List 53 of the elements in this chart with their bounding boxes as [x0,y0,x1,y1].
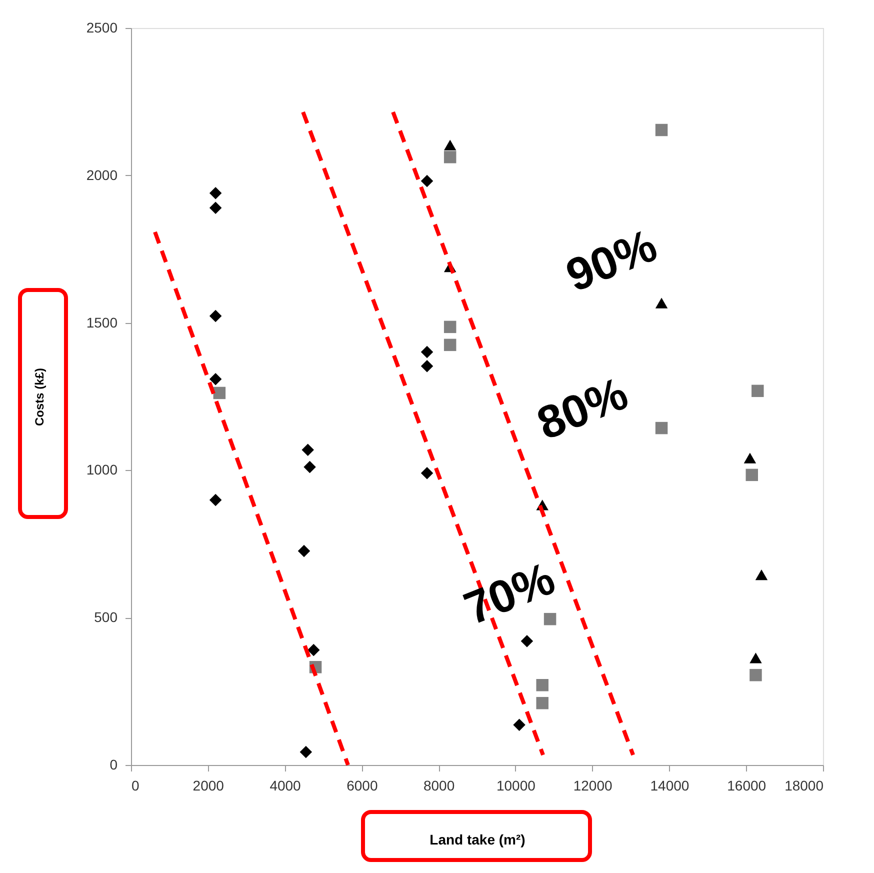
point [420,174,434,188]
x-tick-label: 2000 [192,778,224,794]
point [520,635,534,648]
point [209,310,222,322]
point [752,384,764,398]
point [750,652,762,664]
y-tick-label: 500 [94,609,118,626]
point [302,444,314,456]
y-axis-title: Costs (k£) [32,368,46,426]
x-tick-label: 18000 [784,778,824,794]
x-tick-label: 0 [132,778,140,794]
y-tick-label: 1500 [86,314,118,330]
y-tick-label: 2500 [86,20,118,36]
y-tick-label: 2000 [86,166,118,183]
point [755,570,768,580]
point [209,186,222,200]
x-tick-label: 16000 [727,778,766,794]
point [209,202,222,214]
point [536,678,548,692]
point [655,298,668,308]
point [298,544,310,558]
point [744,452,756,464]
annotation: 70% [456,552,562,634]
x-tick-label: 8000 [423,778,455,794]
x-tick-label: 6000 [346,778,378,794]
point [444,151,456,164]
point [209,494,222,506]
y-tick-label: 0 [110,756,118,772]
annotation: 90% [558,218,664,302]
point [536,696,548,710]
x-axis-title: Land take (m²) [430,832,526,848]
point [444,320,456,334]
x-tick-label: 12000 [573,778,613,794]
point [420,346,434,358]
point [209,372,222,386]
x-tick-label: 10000 [496,778,536,794]
point [213,386,226,400]
x-tick-label: 4000 [270,778,302,794]
point [750,668,762,682]
point [513,718,526,732]
y-tick-label: 1000 [86,462,118,478]
point [655,422,668,434]
point [444,140,456,150]
annotation: 80% [530,366,635,450]
point [304,460,316,474]
point [307,644,320,656]
point [420,360,434,372]
point [444,338,456,352]
point [420,467,434,480]
point [746,468,758,482]
point [300,746,312,758]
point [655,124,668,136]
x-tick-label: 14000 [650,778,690,794]
